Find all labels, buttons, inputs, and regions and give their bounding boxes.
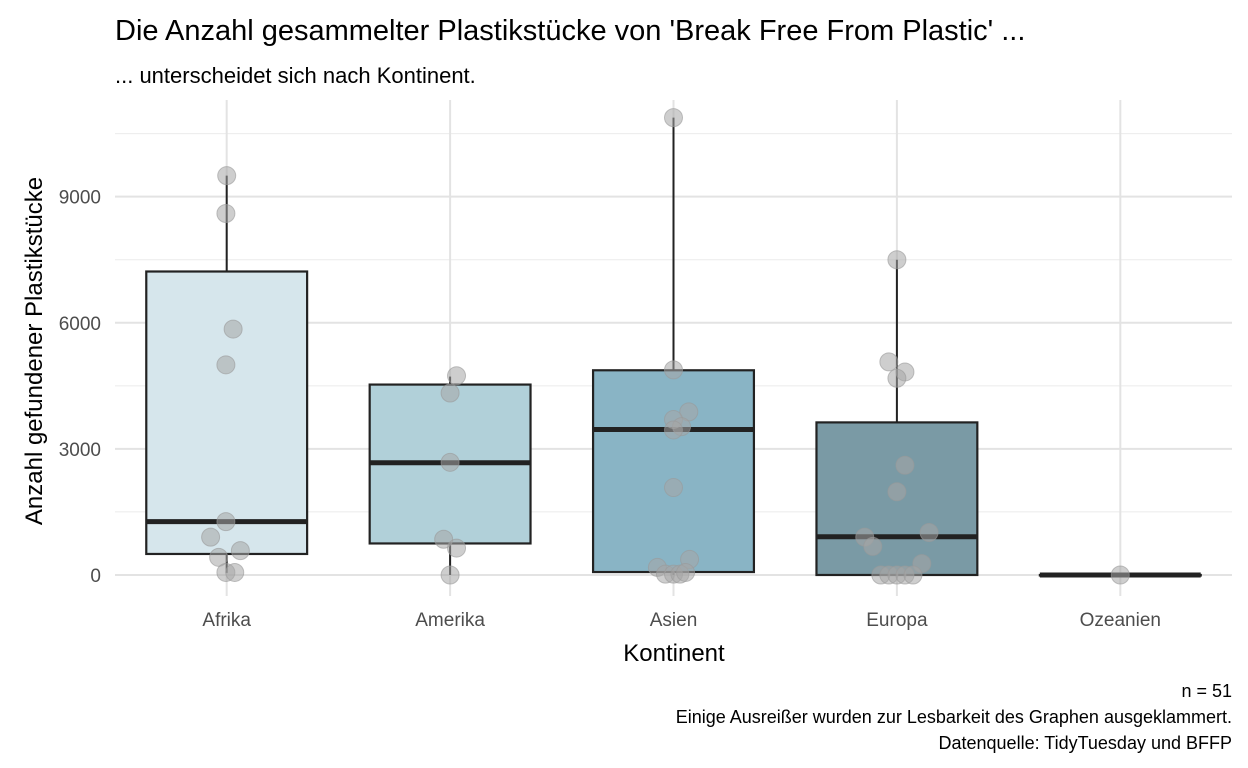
data-point — [676, 562, 696, 582]
chart-title: Die Anzahl gesammelter Plastikstücke von… — [115, 15, 1025, 47]
x-axis-title: Kontinent — [623, 640, 725, 667]
data-point — [664, 108, 683, 128]
y-tick-label: 0 — [90, 566, 101, 587]
point-layer — [201, 108, 1130, 585]
x-axis-ticks: Afrika Amerika Asien Europa Ozeanien — [202, 610, 1161, 631]
data-point — [216, 512, 236, 532]
caption-note: Einige Ausreißer wurden zur Lesbarkeit d… — [676, 707, 1232, 727]
box-europa — [815, 259, 979, 577]
data-point — [879, 352, 899, 372]
caption-n: n = 51 — [1181, 681, 1232, 701]
x-tick-label: Asien — [650, 610, 698, 631]
data-point — [230, 541, 250, 561]
data-point — [919, 523, 939, 543]
data-point — [887, 250, 907, 270]
data-point — [217, 166, 237, 186]
data-point — [201, 527, 221, 547]
data-point — [887, 368, 907, 388]
data-point — [216, 355, 236, 375]
caption-source: Datenquelle: TidyTuesday und BFFP — [939, 733, 1233, 753]
data-point — [664, 478, 683, 498]
x-tick-label: Afrika — [202, 610, 251, 631]
y-tick-label: 3000 — [59, 440, 101, 461]
data-point — [440, 565, 460, 585]
box-layer — [145, 117, 1202, 578]
data-point — [223, 319, 243, 339]
chart-subtitle: ... unterscheidet sich nach Kontinent. — [115, 63, 476, 88]
data-point — [664, 420, 683, 440]
data-point — [225, 562, 245, 582]
data-point — [863, 536, 883, 556]
x-tick-label: Amerika — [415, 610, 485, 631]
box-body — [591, 369, 756, 574]
box-body — [145, 270, 309, 556]
data-point — [447, 366, 467, 386]
y-axis-ticks: 0 3000 6000 9000 — [59, 188, 101, 587]
y-tick-label: 6000 — [59, 314, 101, 335]
data-point — [903, 565, 923, 585]
y-tick-label: 9000 — [59, 188, 101, 209]
data-point — [440, 452, 460, 472]
data-point — [887, 482, 907, 502]
data-point — [1110, 565, 1130, 585]
data-point — [216, 203, 236, 223]
box-afrika — [145, 175, 309, 573]
data-point — [664, 360, 683, 380]
box-asien — [591, 117, 756, 575]
y-axis-title: Anzahl gefundener Plastikstücke — [21, 177, 48, 525]
x-tick-label: Europa — [866, 610, 928, 631]
data-point — [895, 455, 915, 475]
data-point — [447, 538, 467, 558]
data-point — [440, 383, 460, 403]
x-tick-label: Ozeanien — [1080, 610, 1161, 631]
